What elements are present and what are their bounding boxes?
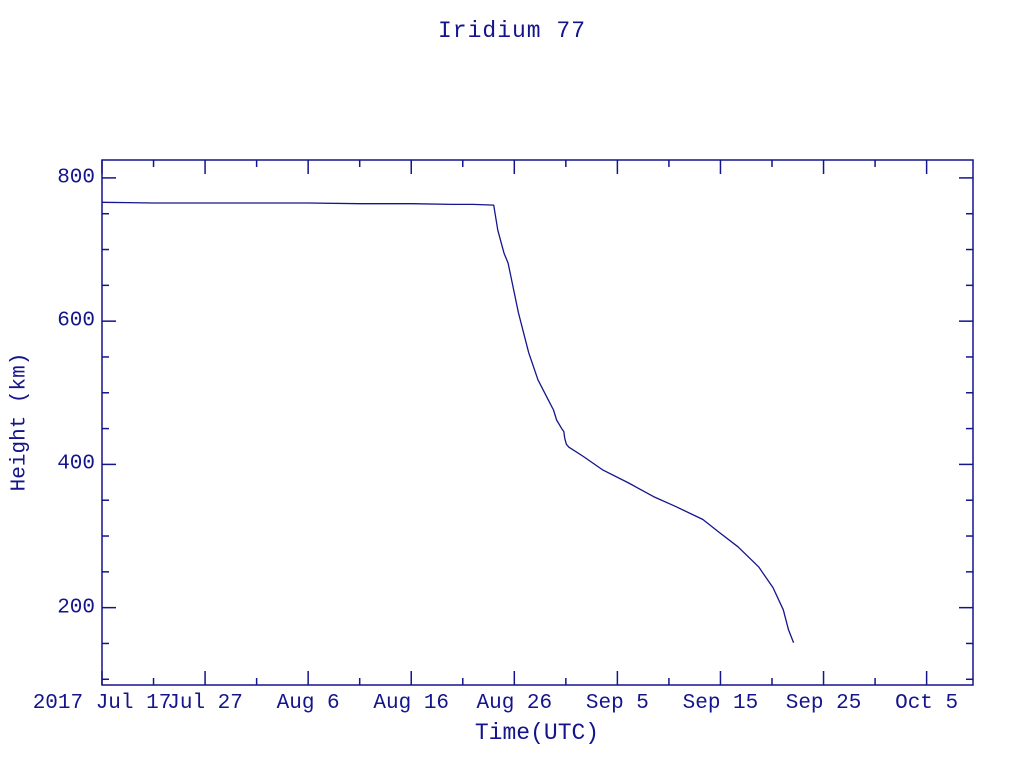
x-tick-label: Aug 26 [476,692,553,715]
x-tick-label: Sep 5 [585,692,649,715]
x-tick-label: Sep 25 [785,692,862,715]
plot-frame [101,159,974,686]
y-tick-label: 600 [57,309,95,333]
x-tick-label: Oct 5 [895,692,959,715]
x-tick-label: Jul 27 [167,692,243,715]
chart-title: Iridium 77 [437,18,587,44]
y-tick-label: 800 [57,166,95,190]
x-tick-label: 2017 Jul 17 [32,692,172,715]
x-tick-label: Aug 16 [373,692,450,715]
y-tick-label: 200 [57,596,95,620]
x-tick-label: Sep 15 [682,692,759,715]
y-axis-title: Height (km) [8,352,32,492]
x-axis-title: Time(UTC) [474,720,600,746]
height-decay-line [101,201,795,643]
x-tick-label: Aug 6 [276,692,340,715]
y-tick-label: 400 [57,452,95,476]
